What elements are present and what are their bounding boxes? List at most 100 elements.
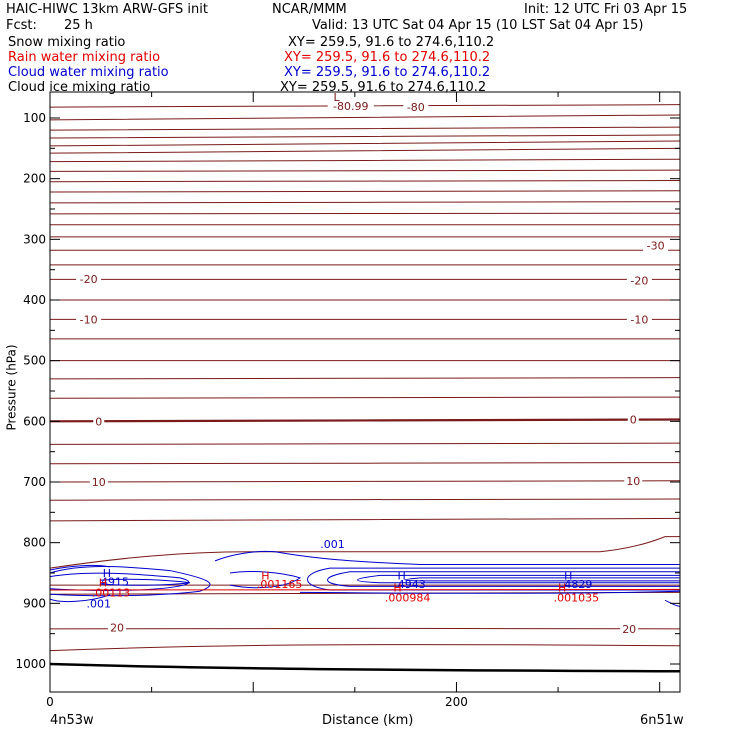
forecast-label: Fcst:	[6, 18, 37, 33]
extremum-label: H	[397, 569, 405, 582]
isotherm-line	[50, 517, 680, 522]
x-left-endpoint: 4n53w	[50, 713, 94, 728]
cloud-water-contour	[299, 590, 680, 594]
model-title: HAIC-HIWC 13km ARW-GFS init	[6, 2, 208, 17]
extremum-label: .001035	[554, 591, 600, 604]
valid-time: Valid: 13 UTC Sat 04 Apr 15 (10 LST Sat …	[312, 18, 644, 33]
cloud-water-contour	[229, 571, 302, 589]
y-tick-label: 300	[23, 232, 46, 246]
field-name-cloud-ice: Cloud ice mixing ratio	[8, 80, 151, 95]
extremum-label: H	[99, 577, 107, 590]
temperature-label: 10	[92, 476, 106, 489]
temperature-label-bg	[108, 621, 127, 634]
center-name: NCAR/MMM	[272, 2, 347, 17]
isotherm-line	[50, 442, 680, 445]
isotherm-line	[50, 201, 680, 204]
extremum-label: 4829	[564, 578, 592, 591]
extremum-label: H	[261, 569, 269, 582]
surface-line	[50, 662, 680, 673]
y-tick-label: 400	[23, 293, 46, 307]
cloud-water-contour	[664, 599, 680, 607]
isotherm-line	[50, 169, 680, 172]
temperature-label-bg	[620, 622, 639, 635]
temperature-label: -20	[80, 273, 98, 286]
y-tick-label: 100	[23, 111, 46, 125]
temperature-label-bg	[93, 415, 105, 428]
y-tick-label: 900	[23, 596, 46, 610]
cloud-water-contour	[50, 564, 111, 571]
cloud-water-contour	[357, 574, 680, 584]
extremum-label: .001	[320, 538, 345, 551]
field-xy-snow: XY= 259.5, 91.6 to 274.6,110.2	[288, 35, 495, 50]
extremum-label: .00113	[92, 586, 131, 599]
x-axis-label: Distance (km)	[322, 713, 414, 728]
temperature-label: 0	[630, 414, 637, 427]
isotherm-contours	[50, 104, 680, 673]
isotherm-line	[50, 134, 680, 139]
temperature-label-bg	[403, 101, 429, 114]
y-tick-label: 500	[23, 354, 46, 368]
extremum-label: L	[333, 91, 340, 104]
init-time: Init: 12 UTC Fri 03 Apr 15	[524, 2, 688, 17]
cloud-water-contour	[50, 594, 111, 603]
extremum-label: .001165	[257, 578, 303, 591]
temperature-label-bg	[624, 474, 643, 487]
cloud-water-contour	[214, 550, 680, 566]
y-axis-label: Pressure (hPa)	[4, 344, 19, 431]
x-right-endpoint: 6n51w	[640, 713, 684, 728]
isotherm-line	[50, 396, 680, 399]
extremum-label: 4915	[101, 575, 129, 588]
field-xy-cloud-water: XY= 259.5, 91.6 to 274.6,110.2	[284, 65, 491, 80]
extremum-label: H	[393, 582, 401, 595]
cloud-water-contour	[327, 571, 680, 587]
extremum-label: H	[558, 582, 566, 595]
isotherm-line	[50, 190, 680, 193]
cloud-water-contour	[404, 577, 680, 582]
temperature-label-bg	[626, 313, 652, 326]
isotherm-line	[50, 126, 680, 131]
temperature-label: -10	[80, 313, 98, 326]
temperature-label-bg	[89, 476, 108, 488]
field-name-cloud-water: Cloud water mixing ratio	[8, 65, 169, 80]
isotherm-line	[50, 418, 680, 423]
y-tick-label: 600	[23, 414, 46, 428]
temperature-label: 10	[626, 475, 640, 488]
rain-water-contours	[50, 588, 680, 591]
isotherm-line	[50, 480, 680, 483]
y-tick-label: 800	[23, 536, 46, 550]
temperature-label: -80.99	[333, 100, 368, 113]
isotherm-line	[50, 377, 680, 380]
temperature-label: 20	[622, 623, 636, 636]
isotherm-line	[50, 158, 680, 163]
isotherm-line	[50, 462, 680, 465]
extremum-label: H	[564, 569, 572, 582]
isotherm-line	[50, 114, 680, 121]
temperature-label-bg	[627, 413, 639, 426]
temperature-label: -20	[630, 275, 648, 288]
extremum-label: .001	[87, 597, 112, 610]
isotherm-line	[50, 147, 680, 154]
extremum-label: .000984	[385, 591, 431, 604]
cloud-water-contour	[99, 578, 191, 586]
field-name-snow: Snow mixing ratio	[8, 35, 126, 50]
temperature-label-bg	[76, 313, 102, 326]
extremum-label: H	[103, 567, 111, 580]
temperature-label: -30	[647, 239, 665, 252]
rain-water-contour	[50, 588, 680, 591]
isotherm-line	[50, 179, 680, 183]
temperature-label-bg	[643, 239, 669, 252]
isotherm-line	[50, 644, 680, 652]
temperature-label: 20	[110, 622, 124, 635]
y-tick-label: 1000	[15, 657, 46, 671]
isotherm-line	[50, 627, 680, 630]
isotherm-line	[50, 498, 680, 501]
temperature-label-bg	[626, 274, 652, 287]
field-xy-rain: XY= 259.5, 91.6 to 274.6,110.2	[284, 50, 491, 65]
temperature-label: 0	[95, 415, 102, 428]
isotherm-line	[50, 536, 680, 569]
temperature-label: -80	[407, 101, 425, 114]
x-tick-label: 0	[46, 695, 54, 709]
